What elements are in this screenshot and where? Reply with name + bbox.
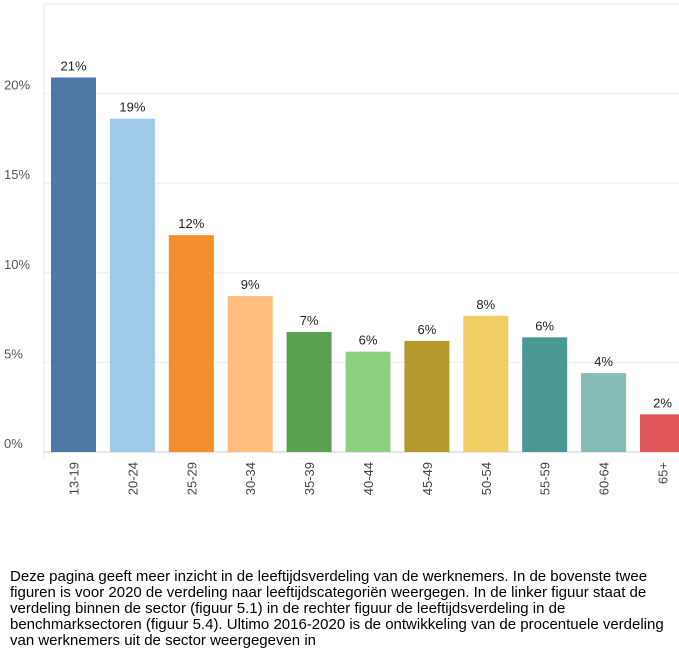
y-axis: 0% 5% 10% 15% 20% 25% (4, 0, 45, 460)
bar-20-24 (109, 118, 155, 453)
data-label: 6% (535, 318, 554, 333)
x-tick-label: 13-19 (67, 462, 82, 495)
description-text: Deze pagina geeft meer inzicht in de lee… (10, 569, 664, 649)
data-label: 6% (418, 322, 437, 337)
x-axis: 13-19 20-24 25-29 30-34 35-39 40-44 45-49 50-54… (67, 462, 671, 495)
bar-65+ (640, 414, 679, 452)
data-label: 9% (241, 277, 260, 292)
data-label: 8% (476, 297, 495, 312)
bar-60-64 (581, 373, 627, 452)
y-tick-label: 0% (4, 436, 23, 451)
data-label: 2% (653, 395, 672, 410)
bar-13-19 (51, 77, 96, 453)
data-label: 4% (594, 354, 613, 369)
x-tick-label: 35-39 (302, 462, 317, 495)
bars: 21% 19% 12% 9% 7% 6% 6% 8% 6% 4% 2% (51, 58, 679, 453)
data-label: 19% (119, 100, 145, 115)
x-tick-label: 55-59 (538, 462, 553, 495)
bar-25-29 (168, 235, 214, 452)
y-tick-label: 5% (4, 346, 23, 361)
bar-40-44 (345, 351, 391, 452)
y-tick-label: 25% (4, 0, 30, 3)
x-tick-label: 60-64 (597, 462, 612, 495)
data-label: 21% (60, 58, 86, 73)
bar-35-39 (286, 331, 332, 452)
x-tick-label: 40-44 (361, 462, 376, 495)
bar-50-54 (463, 315, 509, 452)
x-tick-label: 20-24 (125, 462, 140, 495)
x-tick-label: 65+ (656, 462, 671, 484)
data-label: 6% (359, 333, 378, 348)
y-tick-label: 20% (4, 78, 30, 93)
x-tick-label: 45-49 (420, 462, 435, 495)
x-tick-label: 25-29 (184, 462, 199, 495)
y-tick-label: 10% (4, 257, 30, 272)
x-tick-label: 50-54 (479, 462, 494, 495)
age-distribution-chart: 0% 5% 10% 15% 20% 25% 21% 19% 12% 9% 7% 6% 6% 8% 6% 4%… (4, 0, 679, 495)
bar-45-49 (404, 340, 450, 452)
bar-30-34 (227, 296, 273, 452)
y-tick-label: 15% (4, 167, 30, 182)
data-label: 7% (300, 313, 319, 328)
data-label: 12% (178, 216, 204, 231)
x-tick-label: 30-34 (243, 462, 258, 495)
bar-55-59 (522, 337, 568, 452)
